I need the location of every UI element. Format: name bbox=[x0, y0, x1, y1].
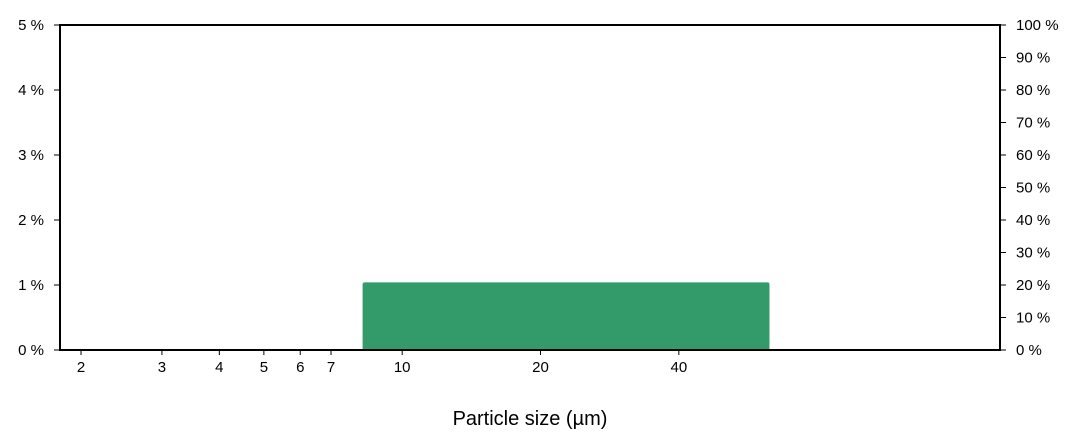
x-tick-label: 4 bbox=[215, 359, 223, 376]
right-y-tick-label: 60 % bbox=[1016, 147, 1050, 164]
histogram-bar bbox=[362, 282, 770, 350]
left-y-tick-label: 0 % bbox=[18, 342, 44, 359]
right-y-axis: 0 % 10 % 20 % 30 % 40 % 50 % 60 % 70 % 80 % 90 % 1… bbox=[1000, 17, 1059, 359]
right-y-tick-label: 10 % bbox=[1016, 310, 1050, 327]
right-y-tick-label: 50 % bbox=[1016, 180, 1050, 197]
left-y-tick-label: 2 % bbox=[18, 212, 44, 229]
left-y-tick-label: 4 % bbox=[18, 82, 44, 99]
x-axis-title: Particle size (µm) bbox=[453, 408, 608, 430]
right-y-tick-label: 80 % bbox=[1016, 82, 1050, 99]
right-y-tick-label: 70 % bbox=[1016, 115, 1050, 132]
right-y-tick-label: 90 % bbox=[1016, 50, 1050, 67]
left-y-axis: 0 % 1 % 2 % 3 % 4 % 5 % bbox=[18, 17, 60, 359]
right-y-tick-label: 0 % bbox=[1016, 342, 1042, 359]
x-tick-label: 3 bbox=[158, 359, 166, 376]
right-y-tick-label: 20 % bbox=[1016, 277, 1050, 294]
bars bbox=[362, 282, 770, 350]
left-y-tick-label: 5 % bbox=[18, 17, 44, 34]
x-tick-label: 20 bbox=[532, 359, 549, 376]
x-tick-label: 6 bbox=[296, 359, 304, 376]
right-y-tick-label: 40 % bbox=[1016, 212, 1050, 229]
left-y-tick-label: 3 % bbox=[18, 147, 44, 164]
right-y-tick-label: 100 % bbox=[1016, 17, 1059, 34]
right-y-tick-label: 30 % bbox=[1016, 245, 1050, 262]
x-tick-label: 40 bbox=[670, 359, 687, 376]
x-tick-label: 10 bbox=[394, 359, 411, 376]
x-tick-label: 2 bbox=[77, 359, 85, 376]
x-axis: 2 3 4 5 6 7 10 20 40 bbox=[77, 350, 687, 376]
left-y-tick-label: 1 % bbox=[18, 277, 44, 294]
x-tick-label: 5 bbox=[260, 359, 268, 376]
x-tick-label: 7 bbox=[327, 359, 335, 376]
